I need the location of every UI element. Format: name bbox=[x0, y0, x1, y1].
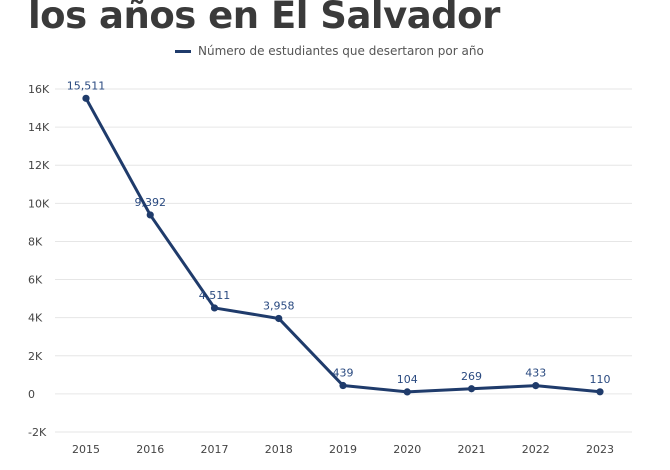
legend: Número de estudiantes que desertaron por… bbox=[175, 44, 484, 58]
y-tick-label: 2K bbox=[28, 350, 43, 363]
legend-label: Número de estudiantes que desertaron por… bbox=[198, 44, 484, 58]
data-point bbox=[82, 94, 90, 102]
data-label: 104 bbox=[397, 373, 418, 386]
data-label: 269 bbox=[461, 370, 482, 383]
data-point bbox=[275, 314, 283, 323]
legend-swatch bbox=[175, 49, 191, 53]
x-tick-label: 2016 bbox=[136, 443, 164, 456]
data-label: 433 bbox=[525, 367, 546, 380]
data-label: 9,392 bbox=[135, 196, 167, 209]
x-tick-label: 2023 bbox=[586, 443, 614, 456]
data-label: 110 bbox=[590, 373, 611, 386]
data-point bbox=[403, 388, 411, 396]
data-label: 4,511 bbox=[199, 289, 231, 302]
x-tick-label: 2018 bbox=[265, 443, 293, 456]
data-label: 3,958 bbox=[263, 299, 295, 312]
data-point bbox=[210, 304, 219, 312]
data-point bbox=[596, 388, 604, 396]
x-tick-label: 2015 bbox=[72, 443, 100, 456]
data-point bbox=[339, 381, 347, 390]
y-tick-label: 14K bbox=[28, 121, 50, 134]
data-label: 15,511 bbox=[67, 79, 106, 92]
data-label: 439 bbox=[333, 367, 354, 380]
x-tick-label: 2020 bbox=[393, 443, 421, 456]
y-tick-label: 8K bbox=[28, 235, 43, 248]
data-point bbox=[146, 211, 154, 219]
x-tick-label: 2017 bbox=[201, 443, 229, 456]
y-tick-label: 12K bbox=[28, 159, 50, 172]
x-tick-label: 2022 bbox=[522, 443, 550, 456]
y-tick-label: -2K bbox=[28, 426, 47, 439]
x-tick-label: 2021 bbox=[458, 443, 486, 456]
data-point bbox=[532, 382, 540, 390]
x-tick-label: 2019 bbox=[329, 443, 357, 456]
chart-title: los años en El Salvador bbox=[28, 0, 500, 37]
y-tick-label: 0 bbox=[28, 388, 35, 401]
series-line bbox=[84, 96, 602, 394]
y-tick-label: 10K bbox=[28, 197, 50, 210]
y-tick-label: 16K bbox=[28, 83, 50, 96]
y-tick-label: 4K bbox=[28, 312, 43, 325]
data-point bbox=[467, 385, 476, 393]
y-tick-label: 6K bbox=[28, 274, 43, 287]
